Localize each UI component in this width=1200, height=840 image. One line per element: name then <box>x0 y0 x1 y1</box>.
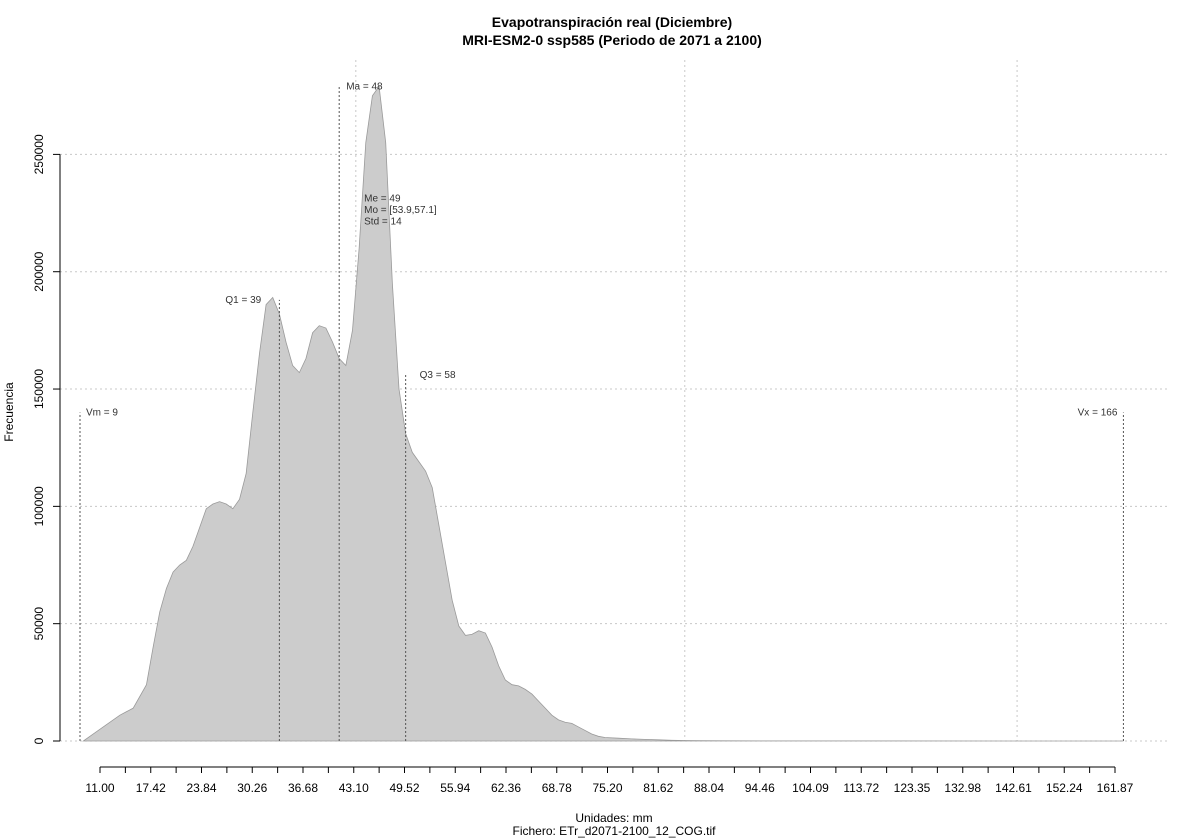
y-axis: 0 50000 100000 150000 200000 250000 <box>32 134 61 744</box>
x-tick-label-20: 161.87 <box>1097 781 1134 795</box>
x-tick-label-2: 23.84 <box>186 781 216 795</box>
x-tick-label-6: 49.52 <box>389 781 419 795</box>
x-tick-label-19: 152.24 <box>1046 781 1083 795</box>
stats-block-line-2: Std = 14 <box>364 216 402 227</box>
x-tick-label-8: 62.36 <box>491 781 521 795</box>
x-tick-label-9: 68.78 <box>542 781 572 795</box>
x-tick-label-13: 94.46 <box>745 781 775 795</box>
x-tick-label-15: 113.72 <box>843 781 879 795</box>
annotations-layer: Vm = 9 Q1 = 39 Ma = 48 Q3 = 58 Vx = 166 Me = … <box>86 81 1118 418</box>
x-axis-label: Unidades: mm <box>575 811 652 825</box>
stat-label-3: Q3 = 58 <box>420 370 456 381</box>
x-tick-label-5: 43.10 <box>339 781 369 795</box>
x-tick-label-16: 123.35 <box>894 781 931 795</box>
stat-label-0: Vm = 9 <box>86 408 118 419</box>
x-tick-label-17: 132.98 <box>944 781 981 795</box>
plot-layer <box>82 85 1124 742</box>
x-tick-label-4: 36.68 <box>288 781 318 795</box>
stat-label-2: Ma = 48 <box>346 81 383 92</box>
y-tick-label-0: 0 <box>32 737 46 744</box>
y-tick-label-1: 50000 <box>32 607 46 641</box>
density-area <box>82 85 1124 742</box>
stats-block-line-1: Mo = [53.9,57.1] <box>364 205 437 216</box>
y-tick-label-2: 100000 <box>32 486 46 526</box>
y-tick-label-4: 200000 <box>32 251 46 291</box>
y-axis-label: Frecuencia <box>2 382 16 442</box>
x-tick-label-10: 75.20 <box>592 781 622 795</box>
x-tick-label-0: 11.00 <box>85 781 114 795</box>
x-tick-label-12: 88.04 <box>694 781 724 795</box>
chart-subtitle: MRI-ESM2-0 ssp585 (Periodo de 2071 a 210… <box>462 32 762 48</box>
x-tick-label-18: 142.61 <box>995 781 1032 795</box>
stat-lines-layer <box>79 86 1124 741</box>
stats-block-line-0: Me = 49 <box>364 193 401 204</box>
y-tick-label-3: 150000 <box>32 369 46 409</box>
stat-label-1: Q1 = 39 <box>225 295 261 306</box>
x-axis: 11.00 17.42 23.84 30.26 36.68 43.10 49.52 55.94… <box>85 766 1134 795</box>
x-tick-label-14: 104.09 <box>792 781 829 795</box>
file-caption: Fichero: ETr_d2071-2100_12_COG.tif <box>513 824 717 838</box>
x-tick-label-1: 17.42 <box>136 781 166 795</box>
y-tick-label-5: 250000 <box>32 134 46 174</box>
stat-label-4: Vx = 166 <box>1078 408 1118 419</box>
x-tick-label-11: 81.62 <box>643 781 673 795</box>
x-tick-label-7: 55.94 <box>440 781 470 795</box>
x-tick-label-3: 30.26 <box>237 781 267 795</box>
chart-title: Evapotranspiración real (Diciembre) <box>492 14 732 30</box>
